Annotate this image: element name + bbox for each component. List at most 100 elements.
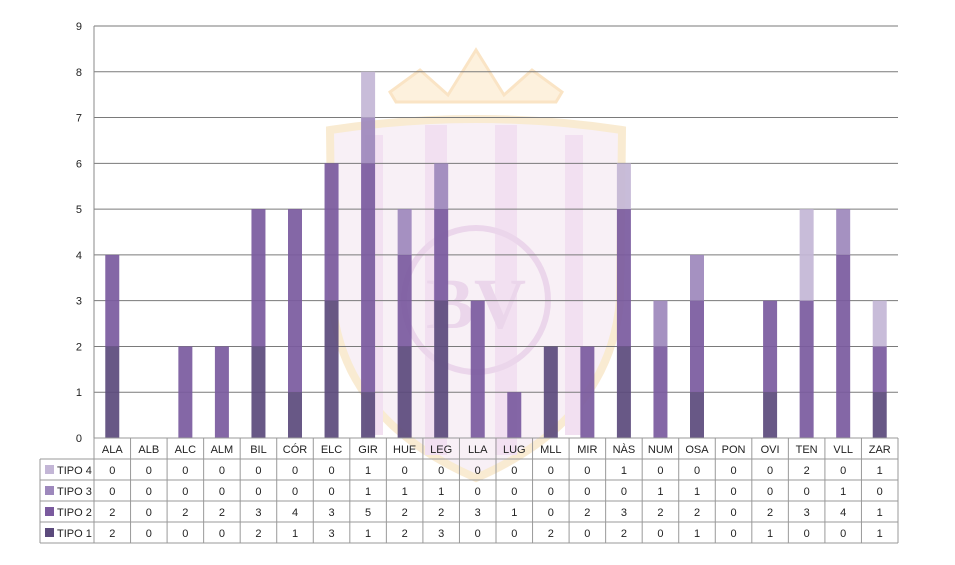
y-tick-label: 4 bbox=[76, 250, 82, 262]
bar-tipo-3-osa bbox=[690, 254, 704, 301]
y-tick-label: 5 bbox=[76, 204, 82, 216]
data-label: 2 bbox=[767, 507, 773, 519]
bar-tipo-2-lla bbox=[470, 300, 485, 438]
data-label: 1 bbox=[767, 528, 773, 540]
y-tick-label: 3 bbox=[76, 296, 82, 308]
bar-tipo-1-ala bbox=[105, 346, 120, 438]
x-tick-label: HUE bbox=[393, 444, 416, 456]
bar-tipo-1-zar bbox=[872, 392, 887, 438]
data-label: 2 bbox=[402, 528, 408, 540]
y-tick-label: 2 bbox=[76, 341, 82, 353]
bar-tipo-2-cór bbox=[288, 209, 302, 393]
data-label: 3 bbox=[328, 507, 334, 519]
data-label: 2 bbox=[694, 507, 700, 519]
legend-label: TIPO 2 bbox=[57, 507, 92, 519]
data-label: 0 bbox=[657, 528, 663, 540]
bar-tipo-3-leg bbox=[434, 163, 449, 210]
bar-tipo-2-hue bbox=[397, 254, 412, 347]
data-label: 0 bbox=[548, 486, 554, 498]
bar-tipo-2-alc bbox=[178, 346, 193, 438]
data-label: 0 bbox=[730, 486, 736, 498]
bar-tipo-2-nàs bbox=[616, 209, 631, 347]
x-tick-label: TEN bbox=[796, 444, 818, 456]
data-label: 0 bbox=[109, 486, 115, 498]
data-label: 0 bbox=[292, 486, 298, 498]
data-label: 0 bbox=[511, 486, 517, 498]
data-label: 3 bbox=[255, 507, 261, 519]
y-axis: 0 1 2 3 4 5 6 7 8 9 bbox=[76, 21, 95, 445]
bar-tipo-1-bil bbox=[251, 346, 266, 438]
x-tick-label: LLA bbox=[468, 444, 488, 456]
data-label: 0 bbox=[804, 486, 810, 498]
x-tick-label: NÀS bbox=[613, 443, 636, 456]
x-tick-label: VLL bbox=[833, 444, 853, 456]
data-label: 2 bbox=[621, 528, 627, 540]
bar-tipo-2-alm bbox=[214, 346, 229, 438]
data-label: 0 bbox=[146, 507, 152, 519]
data-label: 0 bbox=[255, 465, 261, 477]
bar-tipo-2-gir bbox=[361, 163, 376, 393]
data-label: 0 bbox=[584, 528, 590, 540]
bar-tipo-2-ten bbox=[799, 300, 814, 438]
bar-tipo-4-zar bbox=[872, 300, 887, 347]
data-label: 0 bbox=[511, 528, 517, 540]
y-tick-label: 0 bbox=[76, 433, 82, 445]
data-label: 2 bbox=[255, 528, 261, 540]
legend-swatch bbox=[45, 465, 54, 474]
data-label: 1 bbox=[694, 486, 700, 498]
data-label: 1 bbox=[694, 528, 700, 540]
data-label: 1 bbox=[402, 486, 408, 498]
x-tick-label: ALA bbox=[102, 444, 123, 456]
x-tick-label: OSA bbox=[685, 444, 709, 456]
legend-label: TIPO 4 bbox=[57, 465, 92, 477]
x-tick-label: LUG bbox=[503, 444, 526, 456]
x-tick-label: PON bbox=[722, 444, 746, 456]
data-label: 2 bbox=[402, 507, 408, 519]
x-tick-label: ALB bbox=[138, 444, 159, 456]
bar-tipo-1-mll bbox=[543, 346, 558, 438]
data-label: 0 bbox=[767, 465, 773, 477]
bar-tipo-2-ala bbox=[105, 254, 120, 347]
bar-tipo-2-elc bbox=[324, 163, 339, 301]
data-label: 0 bbox=[182, 486, 188, 498]
data-label: 2 bbox=[548, 528, 554, 540]
bar-tipo-2-zar bbox=[872, 346, 887, 393]
legend-swatch bbox=[45, 507, 54, 516]
bar-tipo-3-hue bbox=[397, 209, 412, 255]
legend-label: TIPO 1 bbox=[57, 528, 92, 540]
x-tick-label: MLL bbox=[540, 444, 561, 456]
data-label: 1 bbox=[621, 465, 627, 477]
data-table: ALA ALB ALC ALM BIL CÓR ELC GIR HUE LEG LLA LUG MLL M… bbox=[39, 437, 899, 544]
data-label: 2 bbox=[438, 507, 444, 519]
data-label: 4 bbox=[292, 507, 298, 519]
bar-tipo-4-gir bbox=[361, 71, 376, 118]
data-label: 0 bbox=[475, 528, 481, 540]
x-tick-label: OVI bbox=[761, 444, 780, 456]
data-label: 1 bbox=[292, 528, 298, 540]
data-label: 1 bbox=[365, 528, 371, 540]
data-label: 0 bbox=[182, 528, 188, 540]
bar-tipo-3-vll bbox=[836, 209, 851, 255]
x-tick-label: ZAR bbox=[869, 444, 891, 456]
data-label: 0 bbox=[548, 465, 554, 477]
data-label: 0 bbox=[730, 528, 736, 540]
x-tick-label: BIL bbox=[250, 444, 267, 456]
data-label: 2 bbox=[109, 507, 115, 519]
x-tick-label: GIR bbox=[358, 444, 378, 456]
bar-tipo-2-vll bbox=[836, 254, 851, 438]
data-label: 0 bbox=[219, 486, 225, 498]
data-label: 1 bbox=[877, 528, 883, 540]
data-label: 0 bbox=[621, 486, 627, 498]
bar-tipo-1-leg bbox=[434, 300, 449, 438]
data-label: 0 bbox=[730, 465, 736, 477]
x-tick-label: MIR bbox=[577, 444, 597, 456]
data-label: 3 bbox=[475, 507, 481, 519]
data-label: 3 bbox=[438, 528, 444, 540]
data-label: 1 bbox=[511, 507, 517, 519]
y-tick-label: 7 bbox=[76, 113, 82, 125]
x-tick-label: ELC bbox=[321, 444, 342, 456]
data-label: 0 bbox=[804, 528, 810, 540]
data-label: 2 bbox=[109, 528, 115, 540]
bar-tipo-1-hue bbox=[397, 346, 412, 438]
bar-tipo-2-osa bbox=[690, 300, 704, 393]
